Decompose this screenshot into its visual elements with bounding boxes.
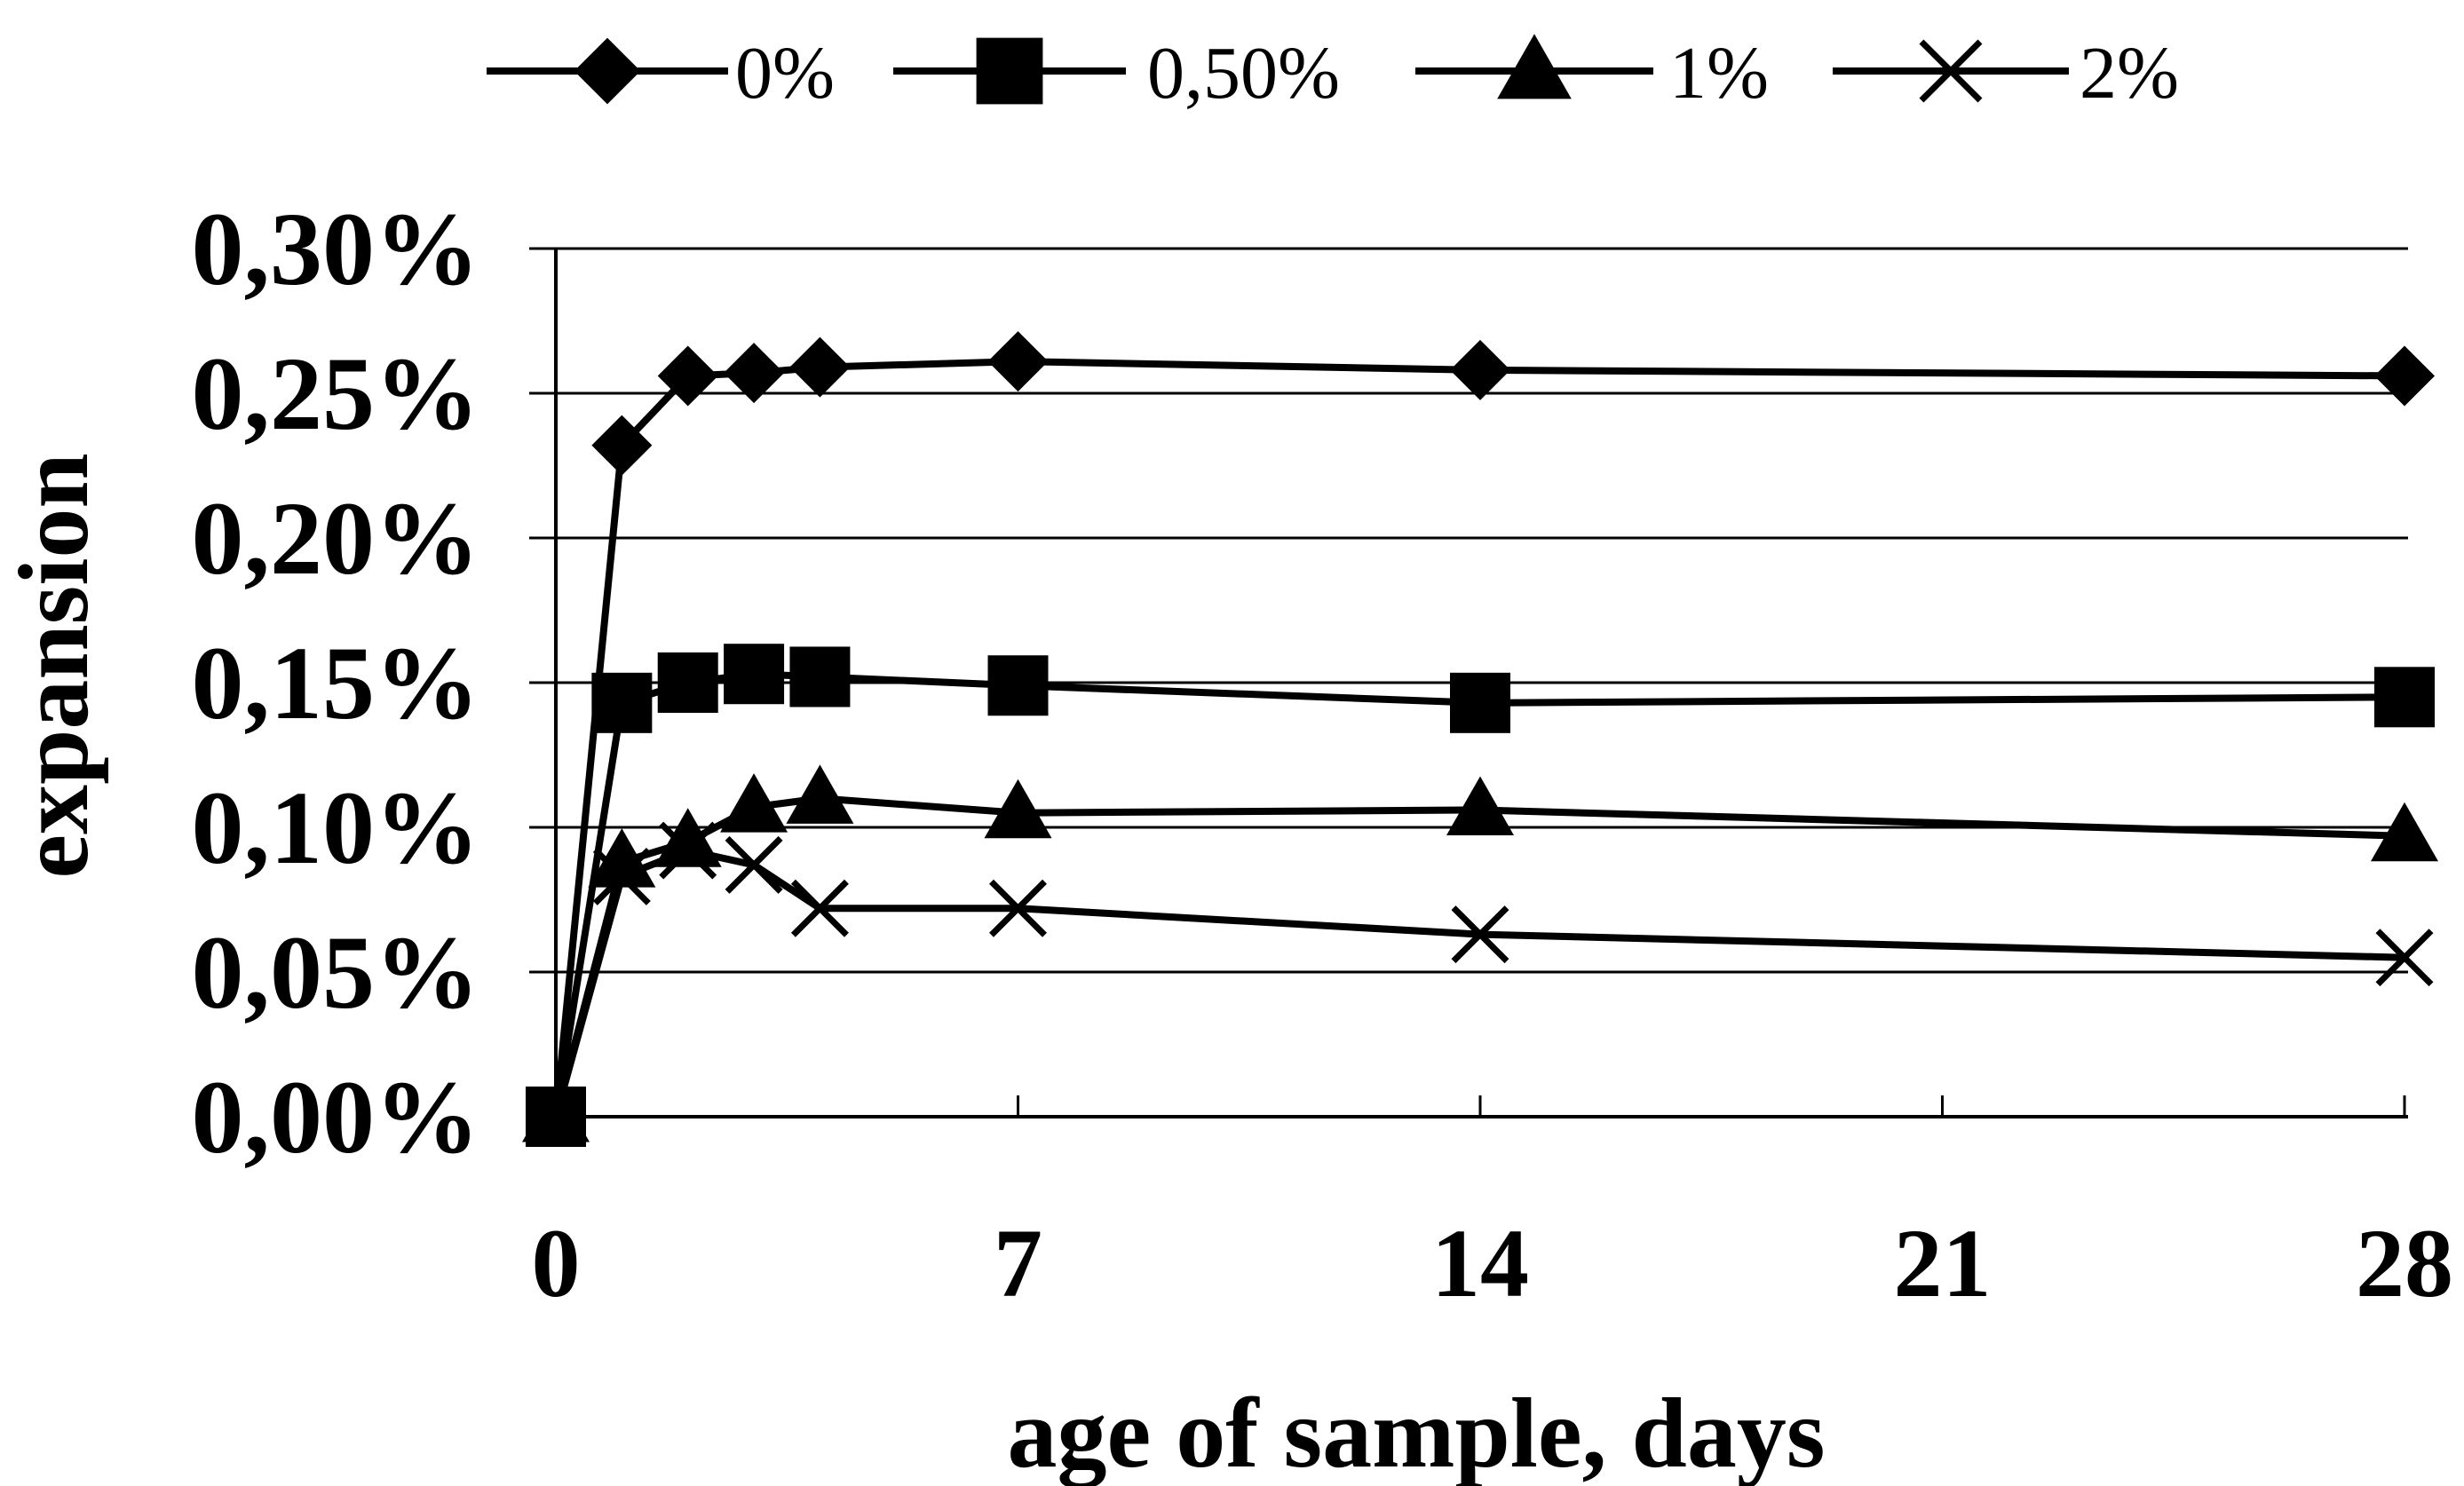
diamond-marker [591, 415, 653, 476]
legend-label: 1% [1669, 32, 1769, 115]
square-marker [976, 37, 1043, 105]
x-marker [989, 879, 1047, 937]
y-tick-label: 0,25% [192, 336, 480, 452]
diamond-marker [2374, 345, 2435, 407]
triangle-marker [720, 773, 788, 833]
y-axis-title: expansion [0, 453, 109, 878]
y-tick-label: 0,05% [192, 914, 480, 1031]
diamond-marker [574, 37, 641, 105]
x-tick-label: 14 [1431, 1209, 1529, 1317]
series-line [552, 358, 2405, 1118]
square-marker [789, 646, 851, 707]
x-marker [725, 835, 783, 894]
square-marker [591, 672, 653, 733]
triangle-marker [2371, 802, 2438, 862]
triangle-marker [1497, 34, 1572, 99]
x-marker [592, 847, 651, 905]
diamond-marker [724, 343, 785, 404]
axes [529, 249, 2408, 1118]
triangle-marker [786, 764, 854, 824]
square-marker [987, 655, 1049, 716]
square-marker [2374, 667, 2435, 728]
legend-label: 0% [735, 32, 835, 115]
triangle-marker [1446, 776, 1514, 835]
x-marker [527, 1087, 585, 1146]
triangle-marker [588, 828, 656, 888]
series-line [552, 847, 2405, 1118]
legend: 0% 0,50% 1% 2% [487, 32, 2179, 115]
y-tick-label: 0,00% [192, 1059, 480, 1175]
x-marker [1451, 905, 1509, 964]
triangle-marker [984, 779, 1052, 839]
x-tick-label: 28 [2356, 1209, 2453, 1317]
y-tick-label: 0,30% [192, 191, 480, 307]
x-marker [2375, 929, 2434, 987]
diamond-marker [789, 336, 851, 398]
x-tick-label: 7 [994, 1209, 1042, 1317]
legend-label: 2% [2080, 32, 2179, 115]
y-tick-label: 0,20% [192, 480, 480, 597]
triangle-marker [654, 808, 722, 867]
x-axis-title: age of sample, days [1008, 1379, 1826, 1486]
x-tick-label: 0 [532, 1209, 581, 1317]
legend-label: 0,50% [1147, 32, 1340, 115]
diamond-marker [987, 331, 1049, 392]
tick-labels: 0,00% 0,05% 0,10% 0,15% 0,20% 0,25% 0,30% 0 7 14 2… [192, 191, 2454, 1317]
square-marker [657, 652, 718, 713]
series-markers [522, 331, 2438, 1147]
square-marker [724, 644, 785, 705]
diamond-marker [1450, 339, 1510, 400]
x-marker [1919, 39, 1983, 103]
x-tick-label: 21 [1894, 1209, 1992, 1317]
x-marker [790, 879, 849, 937]
series-line [552, 794, 2405, 1118]
y-tick-label: 0,15% [192, 625, 480, 741]
y-tick-label: 0,10% [192, 770, 480, 886]
diamond-marker [657, 345, 718, 407]
x-marker [659, 821, 717, 880]
square-marker [1450, 672, 1510, 733]
series-lines [552, 358, 2405, 1118]
